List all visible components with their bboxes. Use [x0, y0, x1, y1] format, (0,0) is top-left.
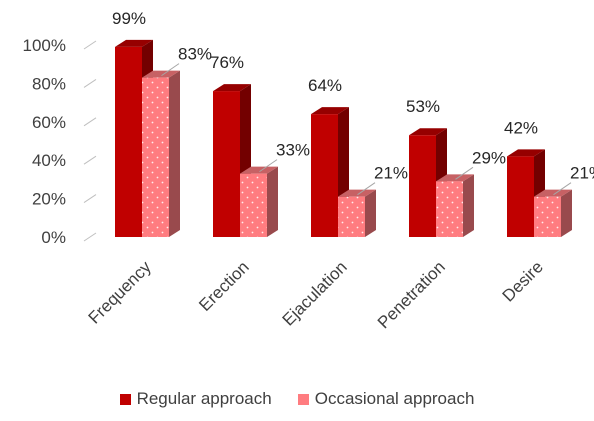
- category-label: Frequency: [85, 257, 156, 328]
- data-label-regular: 42%: [504, 118, 538, 137]
- legend-swatch-regular: [119, 393, 131, 405]
- category-label: Erection: [195, 257, 253, 315]
- y-tick-line: [83, 78, 97, 88]
- data-label-regular: 53%: [406, 97, 440, 116]
- y-tick-line: [83, 155, 97, 165]
- y-tick-label: 40%: [32, 151, 66, 170]
- leader-line: [553, 182, 572, 196]
- legend-label-occasional: Occasional approach: [314, 389, 475, 408]
- bars: [115, 39, 572, 238]
- bar-occasional-penetration: [436, 174, 474, 237]
- y-tick-label: 100%: [23, 36, 66, 55]
- y-tick-label: 20%: [32, 190, 66, 209]
- legend-label-regular: Regular approach: [136, 389, 272, 408]
- y-tick-line: [83, 117, 97, 127]
- data-label-occasional: 29%: [472, 148, 506, 167]
- bar-occasional-desire: [534, 189, 572, 237]
- leader-line: [455, 166, 474, 180]
- y-tick-label: 0%: [41, 228, 66, 247]
- data-labels: 99% 83%76% 33% 64% 21% 53% 29% 42% 21%: [112, 9, 594, 196]
- y-tick-line: [83, 40, 97, 50]
- data-label-regular: 64%: [308, 76, 342, 95]
- bar-occasional-ejaculation: [338, 189, 376, 237]
- data-label-regular: 99%: [112, 9, 146, 28]
- category-label: Penetration: [374, 257, 449, 332]
- legend-item-occasional: Occasional approach: [297, 389, 475, 409]
- data-label-occasional: 83%: [178, 45, 212, 64]
- leader-line: [357, 182, 376, 196]
- data-label-occasional: 21%: [374, 164, 408, 183]
- data-label-regular: 76%: [210, 53, 244, 72]
- y-tick-label: 60%: [32, 113, 66, 132]
- y-tick-label: 80%: [32, 74, 66, 93]
- legend: Regular approach Occasional approach: [0, 389, 594, 409]
- leader-line: [259, 159, 278, 173]
- bar-occasional-frequency: [142, 70, 180, 237]
- legend-swatch-occasional: [297, 393, 309, 405]
- legend-item-regular: Regular approach: [119, 389, 272, 409]
- bar-occasional-erection: [240, 166, 278, 237]
- y-axis: 0% 20% 40% 60% 80% 100%: [23, 36, 97, 247]
- category-label: Ejaculation: [279, 257, 351, 329]
- x-axis: Frequency Erection Ejaculation Penetration D…: [85, 257, 547, 332]
- data-label-occasional: 21%: [570, 164, 594, 183]
- data-label-occasional: 33%: [276, 141, 310, 160]
- leader-line: [161, 63, 180, 77]
- category-label: Desire: [499, 257, 547, 305]
- bar-regular-erection: [213, 84, 251, 237]
- y-tick-line: [83, 232, 97, 242]
- y-tick-line: [83, 194, 97, 204]
